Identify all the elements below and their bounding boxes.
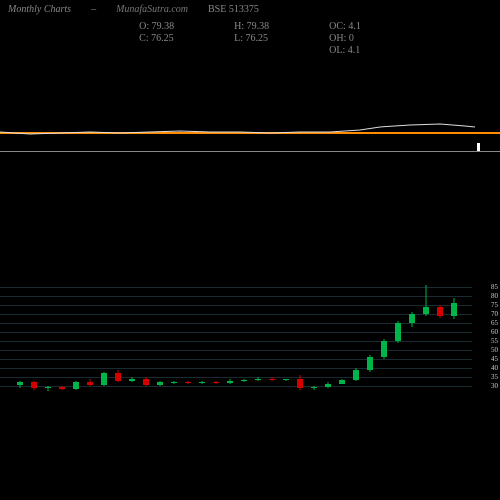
indicator-panel (0, 62, 500, 152)
candle (44, 260, 52, 440)
candle-body (339, 380, 345, 385)
candle-body (451, 303, 457, 316)
candle-body (31, 382, 37, 387)
candle-body (241, 380, 247, 381)
candle (212, 260, 220, 440)
candle (282, 260, 290, 440)
oh-row: OH: 0 (329, 33, 361, 44)
candle (114, 260, 122, 440)
chart-title: Monthly Charts (8, 4, 71, 15)
indicator-sparkline (0, 62, 500, 152)
candle (58, 260, 66, 440)
candle (324, 260, 332, 440)
candlestick-panel: 303540455055606570758085 (0, 260, 500, 440)
candle (16, 260, 24, 440)
high-row: H: 79.38 (234, 21, 269, 32)
candle-body (255, 379, 261, 380)
candle-body (353, 370, 359, 380)
candle (86, 260, 94, 440)
y-axis-label: 70 (491, 310, 498, 318)
candle (156, 260, 164, 440)
candle (268, 260, 276, 440)
info-col-hl: H: 79.38 L: 76.25 (234, 21, 269, 56)
candle-body (227, 381, 233, 384)
candle-body (381, 341, 387, 357)
candle (408, 260, 416, 440)
candle (352, 260, 360, 440)
candle-body (143, 379, 149, 385)
candle (226, 260, 234, 440)
candle-body (311, 387, 317, 388)
y-axis-label: 35 (491, 373, 498, 381)
y-axis-label: 75 (491, 301, 498, 309)
candle (142, 260, 150, 440)
candle (72, 260, 80, 440)
candle-body (87, 382, 93, 385)
open-row: O: 79.38 (139, 21, 174, 32)
candle (184, 260, 192, 440)
y-axis-label: 50 (491, 346, 498, 354)
oc-row: OC: 4.1 (329, 21, 361, 32)
candle-body (437, 307, 443, 316)
candle-body (115, 373, 121, 380)
ticker-label: BSE 513375 (208, 4, 259, 15)
chart-header: Monthly Charts – MunafaSutra.com BSE 513… (0, 0, 500, 19)
y-axis-label: 65 (491, 319, 498, 327)
candle (422, 260, 430, 440)
candle (338, 260, 346, 440)
candle (170, 260, 178, 440)
candle (128, 260, 136, 440)
candle-body (269, 379, 275, 380)
y-axis-label: 40 (491, 364, 498, 372)
candle-body (101, 373, 107, 385)
dash: – (91, 4, 96, 15)
candle-body (367, 357, 373, 370)
y-axis-label: 30 (491, 382, 498, 390)
y-axis-label: 45 (491, 355, 498, 363)
candle-body (59, 387, 65, 389)
candle-body (73, 382, 79, 388)
y-axis-label: 60 (491, 328, 498, 336)
ol-row: OL: 4.1 (329, 45, 361, 56)
candle (380, 260, 388, 440)
candle (198, 260, 206, 440)
candle (296, 260, 304, 440)
candle-body (129, 379, 135, 381)
candle (254, 260, 262, 440)
site-name: MunafaSutra.com (116, 4, 188, 15)
candle-body (199, 382, 205, 383)
candle-body (395, 323, 401, 341)
y-axis-label: 55 (491, 337, 498, 345)
low-row: L: 76.25 (234, 33, 269, 44)
candle-body (213, 382, 219, 383)
candle (240, 260, 248, 440)
candle-body (283, 379, 289, 380)
info-col-oc: O: 79.38 C: 76.25 (139, 21, 174, 56)
close-row: C: 76.25 (139, 33, 174, 44)
candle-body (17, 382, 23, 385)
info-col-derived: OC: 4.1 OH: 0 OL: 4.1 (329, 21, 361, 56)
y-axis-label: 80 (491, 292, 498, 300)
candle (366, 260, 374, 440)
candle (436, 260, 444, 440)
candle (30, 260, 38, 440)
candle-body (45, 387, 51, 388)
y-axis-label: 85 (491, 283, 498, 291)
candle-body (157, 382, 163, 385)
candle (310, 260, 318, 440)
candle-body (171, 382, 177, 383)
candle-body (185, 382, 191, 384)
ohlc-info-block: O: 79.38 C: 76.25 H: 79.38 L: 76.25 OC: … (0, 19, 500, 62)
candle (450, 260, 458, 440)
candle (100, 260, 108, 440)
candle-body (297, 379, 303, 388)
volume-bar (477, 143, 480, 151)
candle (394, 260, 402, 440)
candle-body (325, 384, 331, 387)
candle-body (423, 307, 429, 314)
candle-body (409, 314, 415, 323)
